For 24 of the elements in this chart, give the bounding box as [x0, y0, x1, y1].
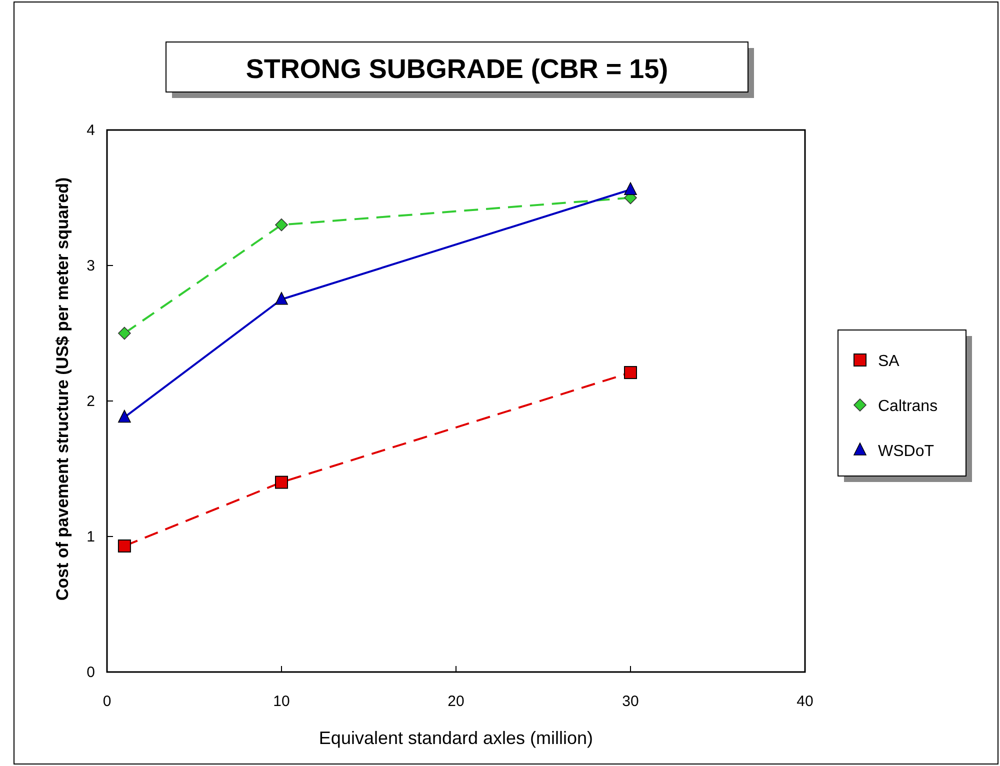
point [275, 292, 288, 305]
point [275, 218, 288, 232]
point [624, 366, 637, 380]
point [624, 182, 637, 196]
x-axis-title: Equivalent standard axles (million) [318, 728, 594, 748]
legend-label: WSDoT [878, 443, 934, 460]
y-tick-label: 1 [86, 528, 95, 546]
point [118, 410, 131, 423]
point [118, 326, 131, 340]
y-axis-title: Cost of pavement structure (US$ per meter squared) [53, 177, 72, 601]
x-tick-label: 20 [448, 693, 464, 710]
x-tick-label: 0 [102, 693, 112, 710]
legend-label: SA [878, 353, 900, 370]
point [118, 539, 131, 552]
point [275, 476, 288, 489]
x-tick-label: 40 [796, 693, 814, 710]
y-tick-label: 4 [86, 122, 95, 139]
chart-title: STRONG SUBGRADE (CBR = 15) [246, 54, 668, 84]
y-tick-label: 2 [86, 393, 95, 410]
y-tick-label: 0 [86, 664, 95, 681]
x-tick-label: 10 [273, 693, 290, 710]
x-tick-label: 30 [622, 693, 639, 710]
y-tick-label: 3 [86, 258, 95, 274]
legend-label: Caltrans [878, 398, 938, 415]
